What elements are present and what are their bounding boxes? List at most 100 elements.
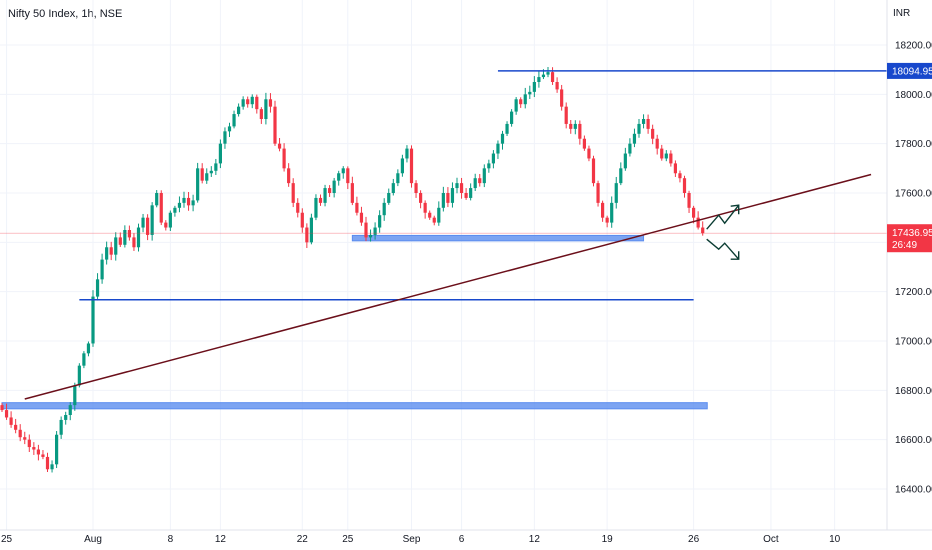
candle-body xyxy=(259,109,263,119)
candle-body xyxy=(36,449,40,455)
candle-body xyxy=(573,123,577,129)
x-tick-label: 12 xyxy=(529,534,541,545)
x-tick-label: Aug xyxy=(84,534,102,545)
candle-body xyxy=(437,207,441,223)
candle-body xyxy=(669,153,673,164)
candle-body xyxy=(118,237,122,245)
price-axis[interactable]: 18200.0018000.0017800.0017600.0017400.00… xyxy=(895,41,932,496)
candle-body xyxy=(164,222,168,228)
candle-body xyxy=(378,215,382,228)
candle-body xyxy=(328,188,332,193)
candle-body xyxy=(409,148,414,184)
candle-body xyxy=(569,123,573,129)
candle-body xyxy=(382,202,386,216)
candle-body xyxy=(396,173,400,184)
candle-body xyxy=(428,212,432,218)
currency-label: INR xyxy=(893,8,911,19)
candle-body xyxy=(241,99,245,107)
candle-body xyxy=(459,183,464,193)
candle-body xyxy=(186,197,191,206)
candle-body xyxy=(532,82,536,92)
y-tick-label: 17800.00 xyxy=(895,139,932,150)
candle-body xyxy=(491,153,495,164)
candle-body xyxy=(610,202,614,223)
candle-body xyxy=(473,178,477,189)
high-price-badge xyxy=(887,62,932,79)
candle-body xyxy=(478,178,482,184)
candle-body xyxy=(214,163,218,171)
candle-body xyxy=(50,464,54,470)
candle-body xyxy=(359,212,364,223)
candle-body xyxy=(127,230,131,238)
candle-body xyxy=(591,158,596,184)
candle-body xyxy=(364,222,368,238)
candle-body xyxy=(191,200,195,206)
candle-body xyxy=(692,207,696,218)
candle-body xyxy=(64,415,68,420)
candle-body xyxy=(246,99,250,105)
candle-body xyxy=(655,138,659,149)
candle-body xyxy=(0,405,4,411)
candle-body xyxy=(68,405,72,415)
candle-body xyxy=(450,188,455,203)
candle-body xyxy=(41,454,45,457)
candle-body xyxy=(701,227,705,234)
candle-body xyxy=(287,168,291,184)
candle-body xyxy=(601,202,605,218)
candle-body xyxy=(59,419,63,435)
candle-body xyxy=(519,99,523,105)
y-tick-label: 18200.00 xyxy=(895,41,932,52)
candle-body xyxy=(469,188,473,198)
candle-body xyxy=(560,89,564,107)
candle-body xyxy=(291,183,295,203)
candle-body xyxy=(132,237,136,248)
candle-body xyxy=(414,183,418,193)
candle-body xyxy=(109,247,113,255)
x-tick-label: 12 xyxy=(215,534,227,545)
candle-body xyxy=(637,123,641,134)
x-tick-label: 25 xyxy=(342,534,354,545)
candle-body xyxy=(432,217,436,223)
candle-body xyxy=(682,178,687,193)
time-axis[interactable]: 25 Aug 8 12 22 25 Sep 6 12 19 26 Oct 10 xyxy=(1,534,841,545)
support-zones xyxy=(1,234,708,410)
candle-body xyxy=(296,202,300,213)
down-arrowhead-icon xyxy=(730,251,740,260)
candle-body xyxy=(341,168,345,174)
candle-body xyxy=(400,158,404,174)
candle-body xyxy=(123,230,127,245)
candle-body xyxy=(555,82,559,90)
candle-body xyxy=(523,94,527,105)
x-tick-label: 22 xyxy=(297,534,309,545)
candle-body xyxy=(482,168,486,184)
y-tick-label: 16800.00 xyxy=(895,386,932,397)
candle-body xyxy=(614,183,618,203)
candle-body xyxy=(605,217,609,223)
candle-body xyxy=(373,227,377,235)
candle-body xyxy=(227,126,232,132)
candle-body xyxy=(150,205,154,235)
candle-body xyxy=(541,74,546,78)
candle-body xyxy=(496,143,500,154)
candle-body xyxy=(218,143,222,164)
candle-body xyxy=(23,437,27,440)
candle-body xyxy=(500,133,505,144)
candle-body xyxy=(455,183,459,189)
candle-body xyxy=(687,193,691,208)
candle-body xyxy=(550,72,555,82)
y-tick-label: 17000.00 xyxy=(895,337,932,348)
y-tick-label: 18000.00 xyxy=(895,90,932,101)
candle-body xyxy=(309,217,313,243)
candle-body xyxy=(277,143,282,149)
candle-body xyxy=(323,188,327,203)
candle-body xyxy=(355,202,359,213)
candle-body xyxy=(273,106,277,144)
candle-body xyxy=(27,439,31,448)
candle-body xyxy=(9,417,13,425)
candle-body xyxy=(564,106,568,124)
candle-body xyxy=(155,193,159,206)
candle-body xyxy=(346,168,350,184)
grid-lines xyxy=(0,0,887,530)
